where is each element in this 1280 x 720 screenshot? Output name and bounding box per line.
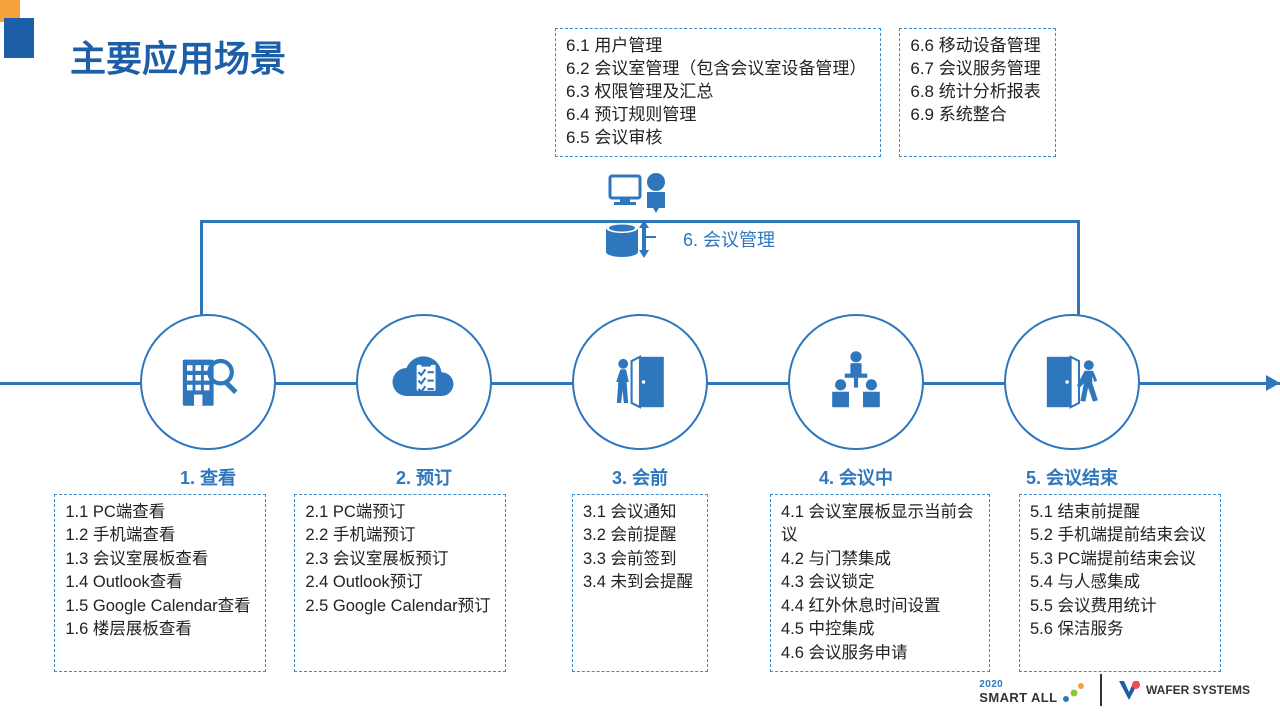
step-label: 3. 会前 [612, 464, 668, 490]
footer: 2020SMART ALL WAFER SYSTEMS [979, 674, 1250, 706]
list-item: 2.4 Outlook预订 [305, 571, 490, 594]
list-item: 5.6 保洁服务 [1030, 618, 1206, 641]
list-item: 1.3 会议室展板查看 [65, 548, 250, 571]
step-detail-box: 3.1 会议通知3.2 会前提醒3.3 会前签到3.4 未到会提醒 [572, 494, 708, 672]
step-circle [572, 314, 708, 450]
list-item: 4.4 红外休息时间设置 [781, 595, 975, 618]
step-label: 5. 会议结束 [1026, 464, 1118, 490]
step-detail-col-5: 5.1 结束前提醒5.2 手机端提前结束会议5.3 PC端提前结束会议5.4 与… [1010, 494, 1230, 672]
list-item: 6.6 移动设备管理 [910, 35, 1040, 58]
list-item: 1.1 PC端查看 [65, 501, 250, 524]
list-item: 2.2 手机端预订 [305, 524, 490, 547]
wafer-systems-logo: WAFER SYSTEMS [1116, 677, 1250, 703]
step-node-1: 1. 查看 [100, 314, 316, 490]
smart-all-logo: 2020SMART ALL [979, 675, 1086, 705]
list-item: 4.6 会议服务申请 [781, 642, 975, 665]
step-node-4: 4. 会议中 [748, 314, 964, 490]
step-detail-box: 2.1 PC端预订2.2 手机端预订2.3 会议室展板预订2.4 Outlook… [294, 494, 505, 672]
list-item: 4.1 会议室展板显示当前会议 [781, 501, 975, 548]
corner-decoration [0, 0, 38, 60]
list-item: 1.5 Google Calendar查看 [65, 595, 250, 618]
step-detail-col-3: 3.1 会议通知3.2 会前提醒3.3 会前签到3.4 未到会提醒 [530, 494, 750, 672]
list-item: 5.5 会议费用统计 [1030, 595, 1206, 618]
step-detail-col-4: 4.1 会议室展板显示当前会议4.2 与门禁集成4.3 会议锁定4.4 红外休息… [770, 494, 990, 672]
list-item: 6.7 会议服务管理 [910, 58, 1040, 81]
step-details-row: 1.1 PC端查看1.2 手机端查看1.3 会议室展板查看1.4 Outlook… [0, 494, 1280, 672]
management-box-right: 6.6 移动设备管理6.7 会议服务管理6.8 统计分析报表6.9 系统整合 [899, 28, 1055, 157]
management-boxes: 6.1 用户管理6.2 会议室管理（包含会议室设备管理）6.3 权限管理及汇总6… [555, 28, 1056, 157]
list-item: 5.4 与人感集成 [1030, 571, 1206, 594]
step-detail-box: 1.1 PC端查看1.2 手机端查看1.3 会议室展板查看1.4 Outlook… [54, 494, 265, 672]
step-node-3: 3. 会前 [532, 314, 748, 490]
step-label: 1. 查看 [180, 464, 236, 490]
list-item: 1.2 手机端查看 [65, 524, 250, 547]
step-detail-col-2: 2.1 PC端预订2.2 手机端预订2.3 会议室展板预订2.4 Outlook… [290, 494, 510, 672]
list-item: 3.2 会前提醒 [583, 524, 693, 547]
meeting-presenter-icon [821, 347, 891, 417]
step-circle [788, 314, 924, 450]
step-label: 4. 会议中 [819, 464, 893, 490]
step-circle [356, 314, 492, 450]
dots-icon [1060, 679, 1086, 705]
list-item: 5.1 结束前提醒 [1030, 501, 1206, 524]
list-item: 5.2 手机端提前结束会议 [1030, 524, 1206, 547]
building-search-icon [173, 347, 243, 417]
list-item: 6.8 统计分析报表 [910, 81, 1040, 104]
list-item: 4.5 中控集成 [781, 618, 975, 641]
list-item: 6.3 权限管理及汇总 [566, 81, 866, 104]
step-circle [1004, 314, 1140, 450]
step-detail-box: 5.1 结束前提醒5.2 手机端提前结束会议5.3 PC端提前结束会议5.4 与… [1019, 494, 1221, 672]
list-item: 3.4 未到会提醒 [583, 571, 693, 594]
list-item: 1.4 Outlook查看 [65, 571, 250, 594]
list-item: 4.3 会议锁定 [781, 571, 975, 594]
step-node-2: 2. 预订 [316, 314, 532, 490]
person-leave-door-icon [1037, 347, 1107, 417]
list-item: 6.1 用户管理 [566, 35, 866, 58]
step-circle [140, 314, 276, 450]
step-node-5: 5. 会议结束 [964, 314, 1180, 490]
wafer-badge-icon [1116, 677, 1142, 703]
list-item: 6.2 会议室管理（包含会议室设备管理） [566, 58, 866, 81]
page-title: 主要应用场景 [70, 30, 286, 82]
steps-row: 1. 查看 2. 预订 3. 会前 4. 会议中 5. 会议结束 [0, 314, 1280, 490]
list-item: 3.3 会前签到 [583, 548, 693, 571]
step-detail-box: 4.1 会议室展板显示当前会议4.2 与门禁集成4.3 会议锁定4.4 红外休息… [770, 494, 990, 672]
list-item: 1.6 楼层展板查看 [65, 618, 250, 641]
list-item: 2.1 PC端预订 [305, 501, 490, 524]
list-item: 4.2 与门禁集成 [781, 548, 975, 571]
footer-separator [1100, 674, 1102, 706]
list-item: 2.3 会议室展板预订 [305, 548, 490, 571]
list-item: 3.1 会议通知 [583, 501, 693, 524]
list-item: 2.5 Google Calendar预订 [305, 595, 490, 618]
management-box-left: 6.1 用户管理6.2 会议室管理（包含会议室设备管理）6.3 权限管理及汇总6… [555, 28, 881, 157]
cloud-checklist-icon [389, 347, 459, 417]
list-item: 5.3 PC端提前结束会议 [1030, 548, 1206, 571]
step-detail-col-1: 1.1 PC端查看1.2 手机端查看1.3 会议室展板查看1.4 Outlook… [50, 494, 270, 672]
list-item: 6.5 会议审核 [566, 127, 866, 150]
list-item: 6.4 预订规则管理 [566, 104, 866, 127]
step-label: 2. 预订 [396, 464, 452, 490]
person-enter-door-icon [605, 347, 675, 417]
list-item: 6.9 系统整合 [910, 104, 1040, 127]
